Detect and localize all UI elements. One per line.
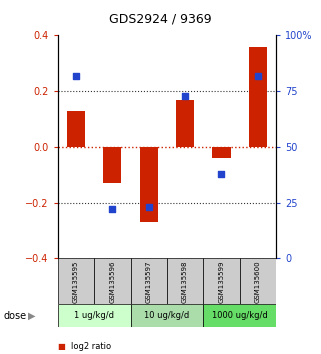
Bar: [167, 258, 203, 304]
Bar: [94, 258, 131, 304]
Bar: [176, 99, 194, 147]
Bar: [103, 147, 121, 183]
Text: log2 ratio: log2 ratio: [71, 342, 111, 352]
Bar: [67, 111, 85, 147]
Text: 1000 ug/kg/d: 1000 ug/kg/d: [212, 312, 268, 320]
Text: GSM135599: GSM135599: [219, 260, 224, 303]
Bar: [58, 304, 131, 327]
Text: ■: ■: [57, 342, 65, 352]
Point: [255, 73, 260, 78]
Point: [146, 204, 151, 210]
Bar: [240, 258, 276, 304]
Text: ▶: ▶: [28, 311, 36, 321]
Bar: [131, 304, 203, 327]
Point: [110, 206, 115, 212]
Bar: [131, 258, 167, 304]
Text: GDS2924 / 9369: GDS2924 / 9369: [109, 13, 212, 26]
Bar: [213, 147, 230, 158]
Bar: [249, 46, 267, 147]
Point: [74, 73, 79, 78]
Point: [183, 93, 188, 98]
Text: 10 ug/kg/d: 10 ug/kg/d: [144, 312, 189, 320]
Point: [219, 171, 224, 177]
Text: GSM135595: GSM135595: [73, 260, 79, 303]
Text: GSM135598: GSM135598: [182, 260, 188, 303]
Text: 1 ug/kg/d: 1 ug/kg/d: [74, 312, 114, 320]
Bar: [203, 258, 240, 304]
Text: GSM135600: GSM135600: [255, 260, 261, 303]
Text: GSM135597: GSM135597: [146, 260, 152, 303]
Text: GSM135596: GSM135596: [109, 260, 115, 303]
Text: dose: dose: [3, 311, 26, 321]
Bar: [58, 258, 94, 304]
Bar: [203, 304, 276, 327]
Bar: [140, 147, 158, 222]
